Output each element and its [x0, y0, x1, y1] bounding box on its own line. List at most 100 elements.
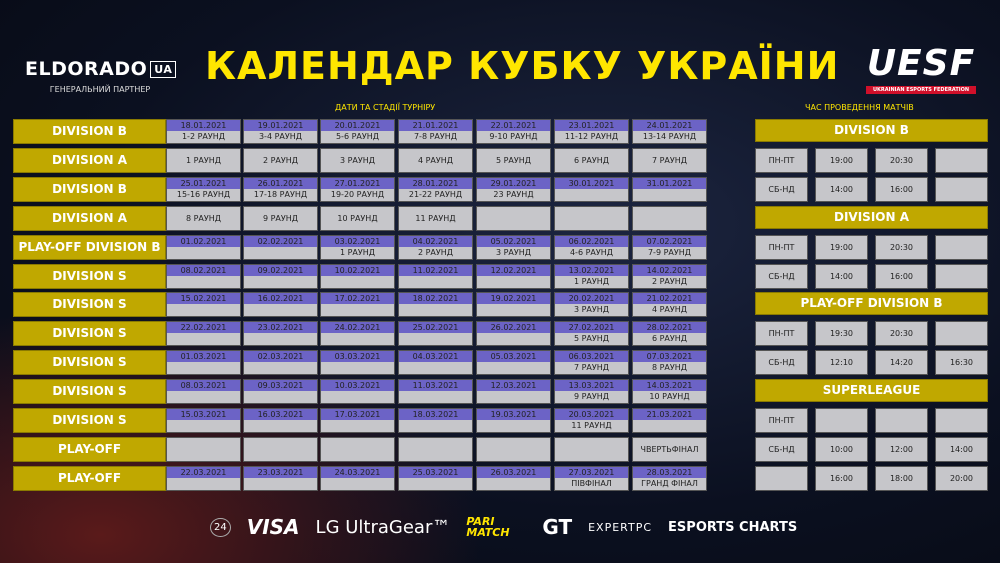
date-cell: 23.03.2021: [243, 465, 318, 491]
date-label: 20.02.2021: [555, 293, 628, 305]
stage-label: [167, 275, 240, 288]
date-cell: 19.01.2021 3-4 РАУНД: [243, 119, 318, 144]
stage-label: [633, 188, 706, 201]
stage-label: [244, 304, 317, 317]
stage-label: 9-10 РАУНД: [477, 131, 550, 143]
row-label: DIVISION S: [13, 408, 166, 433]
time-cell: 12:10: [815, 350, 868, 376]
date-label: 23.01.2021: [555, 120, 628, 131]
date-cell: 14.02.2021 2 РАУНД: [632, 263, 707, 289]
time-cell: 19:00: [815, 147, 868, 173]
stage-label: 1 РАУНД: [555, 275, 628, 288]
date-cell: 08.03.2021: [166, 379, 241, 405]
stage-label: [477, 420, 550, 432]
stage-label: [321, 477, 394, 490]
date-label: 02.02.2021: [244, 235, 317, 247]
date-label: 25.02.2021: [399, 322, 472, 334]
stage-cell: [243, 436, 318, 462]
date-cell: 27.02.2021 5 РАУНД: [554, 321, 629, 347]
date-label: 15.02.2021: [167, 293, 240, 305]
date-cell: 02.02.2021: [243, 234, 318, 260]
date-label: 11.02.2021: [399, 264, 472, 276]
time-cell: ПН-ПТ: [755, 234, 808, 260]
date-cell: 14.03.2021 10 РАУНД: [632, 379, 707, 405]
stage-cell: 7 РАУНД: [632, 147, 707, 173]
time-cell: СБ-НД: [755, 263, 808, 289]
stage-cell: [554, 436, 629, 462]
stage-cell: 5 РАУНД: [476, 147, 551, 173]
date-label: 26.03.2021: [477, 466, 550, 478]
stage-cell: ЧВЕРТЬФІНАЛ: [632, 436, 707, 462]
stage-label: [555, 188, 628, 201]
date-label: 12.03.2021: [477, 380, 550, 392]
stage-cell: [554, 205, 629, 231]
date-label: 20.03.2021: [555, 409, 628, 420]
date-cell: 11.03.2021: [398, 379, 473, 405]
time-cell: ПН-ПТ: [755, 408, 808, 433]
date-label: 19.03.2021: [477, 409, 550, 420]
stage-label: [244, 420, 317, 432]
date-cell: 03.02.2021 1 РАУНД: [320, 234, 395, 260]
stage-label: 3 РАУНД: [555, 304, 628, 317]
time-cell: 12:00: [875, 436, 928, 462]
stage-label: 3-4 РАУНД: [244, 131, 317, 143]
date-cell: 05.03.2021: [476, 350, 551, 376]
time-cell: 10:00: [815, 436, 868, 462]
stage-label: 4-6 РАУНД: [555, 246, 628, 259]
stage-label: [399, 362, 472, 375]
date-label: 27.03.2021: [555, 466, 628, 478]
date-label: 01.03.2021: [167, 351, 240, 363]
stage-label: [244, 362, 317, 375]
partner-caption: ГЕНЕРАЛЬНИЙ ПАРТНЕР: [49, 85, 151, 94]
stage-cell: 9 РАУНД: [243, 205, 318, 231]
stage-label: [477, 477, 550, 490]
time-cell: [935, 147, 988, 173]
time-cell: 19:00: [815, 234, 868, 260]
row-label: DIVISION S: [13, 379, 166, 405]
group-header: SUPERLEAGUE: [755, 379, 988, 403]
date-cell: 28.03.2021 ГРАНД ФІНАЛ: [632, 465, 707, 491]
date-cell: 01.02.2021: [166, 234, 241, 260]
stage-cell: 6 РАУНД: [554, 147, 629, 173]
stage-label: 9 РАУНД: [555, 391, 628, 404]
date-label: 17.02.2021: [321, 293, 394, 305]
date-label: 14.03.2021: [633, 380, 706, 392]
stage-label: [244, 391, 317, 404]
stage-cell: 10 РАУНД: [320, 205, 395, 231]
page-title: КАЛЕНДАР КУБКУ УКРАЇНИ: [205, 44, 840, 88]
date-label: 07.02.2021: [633, 235, 706, 247]
date-label: 02.03.2021: [244, 351, 317, 363]
stage-label: [167, 333, 240, 346]
time-cell: [935, 263, 988, 289]
date-cell: 17.03.2021: [320, 408, 395, 433]
date-cell: 28.01.2021 21-22 РАУНД: [398, 176, 473, 202]
stage-label: [167, 477, 240, 490]
stage-label: 13-14 РАУНД: [633, 131, 706, 143]
date-cell: 08.02.2021: [166, 263, 241, 289]
stage-label: 5 РАУНД: [555, 333, 628, 346]
time-cell: 20:30: [875, 147, 928, 173]
date-cell: 05.02.2021 3 РАУНД: [476, 234, 551, 260]
date-label: 22.02.2021: [167, 322, 240, 334]
stage-label: 4 РАУНД: [633, 304, 706, 317]
partner-logo-text: ELDORADO: [25, 58, 148, 80]
date-label: 18.01.2021: [167, 120, 240, 131]
stage-label: [244, 333, 317, 346]
stage-label: 3 РАУНД: [477, 246, 550, 259]
stage-label: 10 РАУНД: [633, 391, 706, 404]
row-label: DIVISION S: [13, 263, 166, 289]
group-header: PLAY-OFF DIVISION B: [755, 292, 988, 316]
row-label: DIVISION A: [13, 205, 166, 231]
time-cell: [815, 408, 868, 433]
stage-label: [399, 477, 472, 490]
stage-label: [399, 391, 472, 404]
schedule-section-title: ДАТИ ТА СТАДІЇ ТУРНІРУ: [335, 103, 436, 112]
stage-label: [477, 391, 550, 404]
time-cell: СБ-НД: [755, 436, 808, 462]
row-label: DIVISION B: [13, 176, 166, 202]
date-cell: 10.02.2021: [320, 263, 395, 289]
date-label: 08.03.2021: [167, 380, 240, 392]
date-cell: 25.01.2021 15-16 РАУНД: [166, 176, 241, 202]
date-label: 12.02.2021: [477, 264, 550, 276]
stage-label: [633, 420, 706, 432]
